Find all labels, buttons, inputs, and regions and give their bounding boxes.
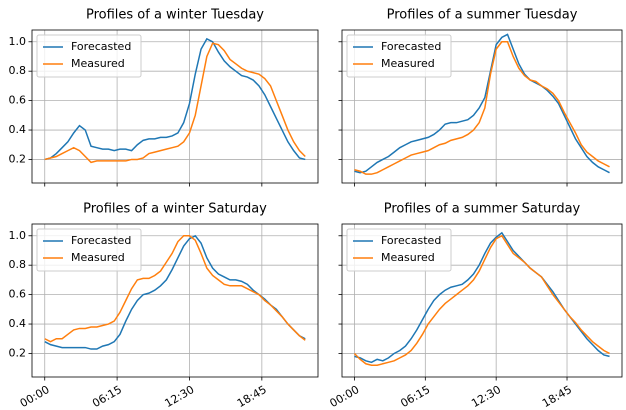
legend: Forecasted Measured <box>36 228 142 272</box>
x-tick-label: 18:45 <box>235 383 269 410</box>
x-tick-label: 18:45 <box>540 383 574 410</box>
subplot-title: Profiles of a summer Tuesday <box>387 8 578 23</box>
axes-frame <box>341 223 623 378</box>
series-line <box>44 235 306 343</box>
x-tick-label: 00:00 <box>328 383 362 410</box>
legend-box <box>36 34 142 78</box>
legend-label: Measured <box>381 251 435 264</box>
series-line <box>354 33 610 174</box>
subplot: Profiles of a winter Tuesday 0.2 0.4 0.6 0.8… <box>9 8 319 187</box>
series-line <box>44 37 306 161</box>
x-tick-label: 06:15 <box>90 383 124 410</box>
legend-label: Forecasted <box>381 40 441 53</box>
series-line <box>44 42 306 164</box>
subplot: Profiles of a summer Tuesday Forecasted Me… <box>338 8 623 187</box>
y-tick-label: 0.8 <box>9 258 27 271</box>
legend: Forecasted Measured <box>346 228 452 272</box>
subplot: Profiles of a winter Saturday 0.2 0.4 0.6 0.… <box>9 202 319 410</box>
legend-label: Forecasted <box>71 234 131 247</box>
legend-label: Measured <box>71 57 125 70</box>
legend-label: Measured <box>71 251 125 264</box>
series-line <box>353 234 610 366</box>
axes-frame <box>31 223 319 378</box>
series-line <box>354 41 610 175</box>
legend-box <box>346 34 452 78</box>
legend-label: Forecasted <box>381 234 441 247</box>
axes-frame <box>341 29 623 184</box>
legend: Forecasted Measured <box>36 34 142 78</box>
legend-label: Measured <box>381 57 435 70</box>
x-tick-label: 12:30 <box>469 383 503 410</box>
y-tick-label: 0.4 <box>9 123 27 136</box>
y-tick-label: 0.6 <box>9 94 27 107</box>
subplot-title: Profiles of a winter Tuesday <box>86 8 264 23</box>
legend-label: Forecasted <box>71 40 131 53</box>
y-tick-label: 0.2 <box>9 152 27 165</box>
x-tick-label: 06:15 <box>398 383 432 410</box>
subplot-title: Profiles of a summer Saturday <box>384 202 581 217</box>
legend: Forecasted Measured <box>346 34 452 78</box>
axes-frame <box>31 29 319 184</box>
x-tick-label: 12:30 <box>163 383 197 410</box>
legend-box <box>346 228 452 272</box>
legend-box <box>36 228 142 272</box>
y-tick-label: 0.2 <box>9 346 27 359</box>
y-tick-label: 1.0 <box>9 229 27 242</box>
x-tick-label: 00:00 <box>18 383 52 410</box>
y-tick-label: 0.6 <box>9 288 27 301</box>
subplot-title: Profiles of a winter Saturday <box>83 202 267 217</box>
y-tick-label: 1.0 <box>9 35 27 48</box>
y-tick-label: 0.4 <box>9 317 27 330</box>
y-tick-label: 0.8 <box>9 64 27 77</box>
subplot: Profiles of a summer Saturday 00:00 06:15 1… <box>328 202 623 410</box>
